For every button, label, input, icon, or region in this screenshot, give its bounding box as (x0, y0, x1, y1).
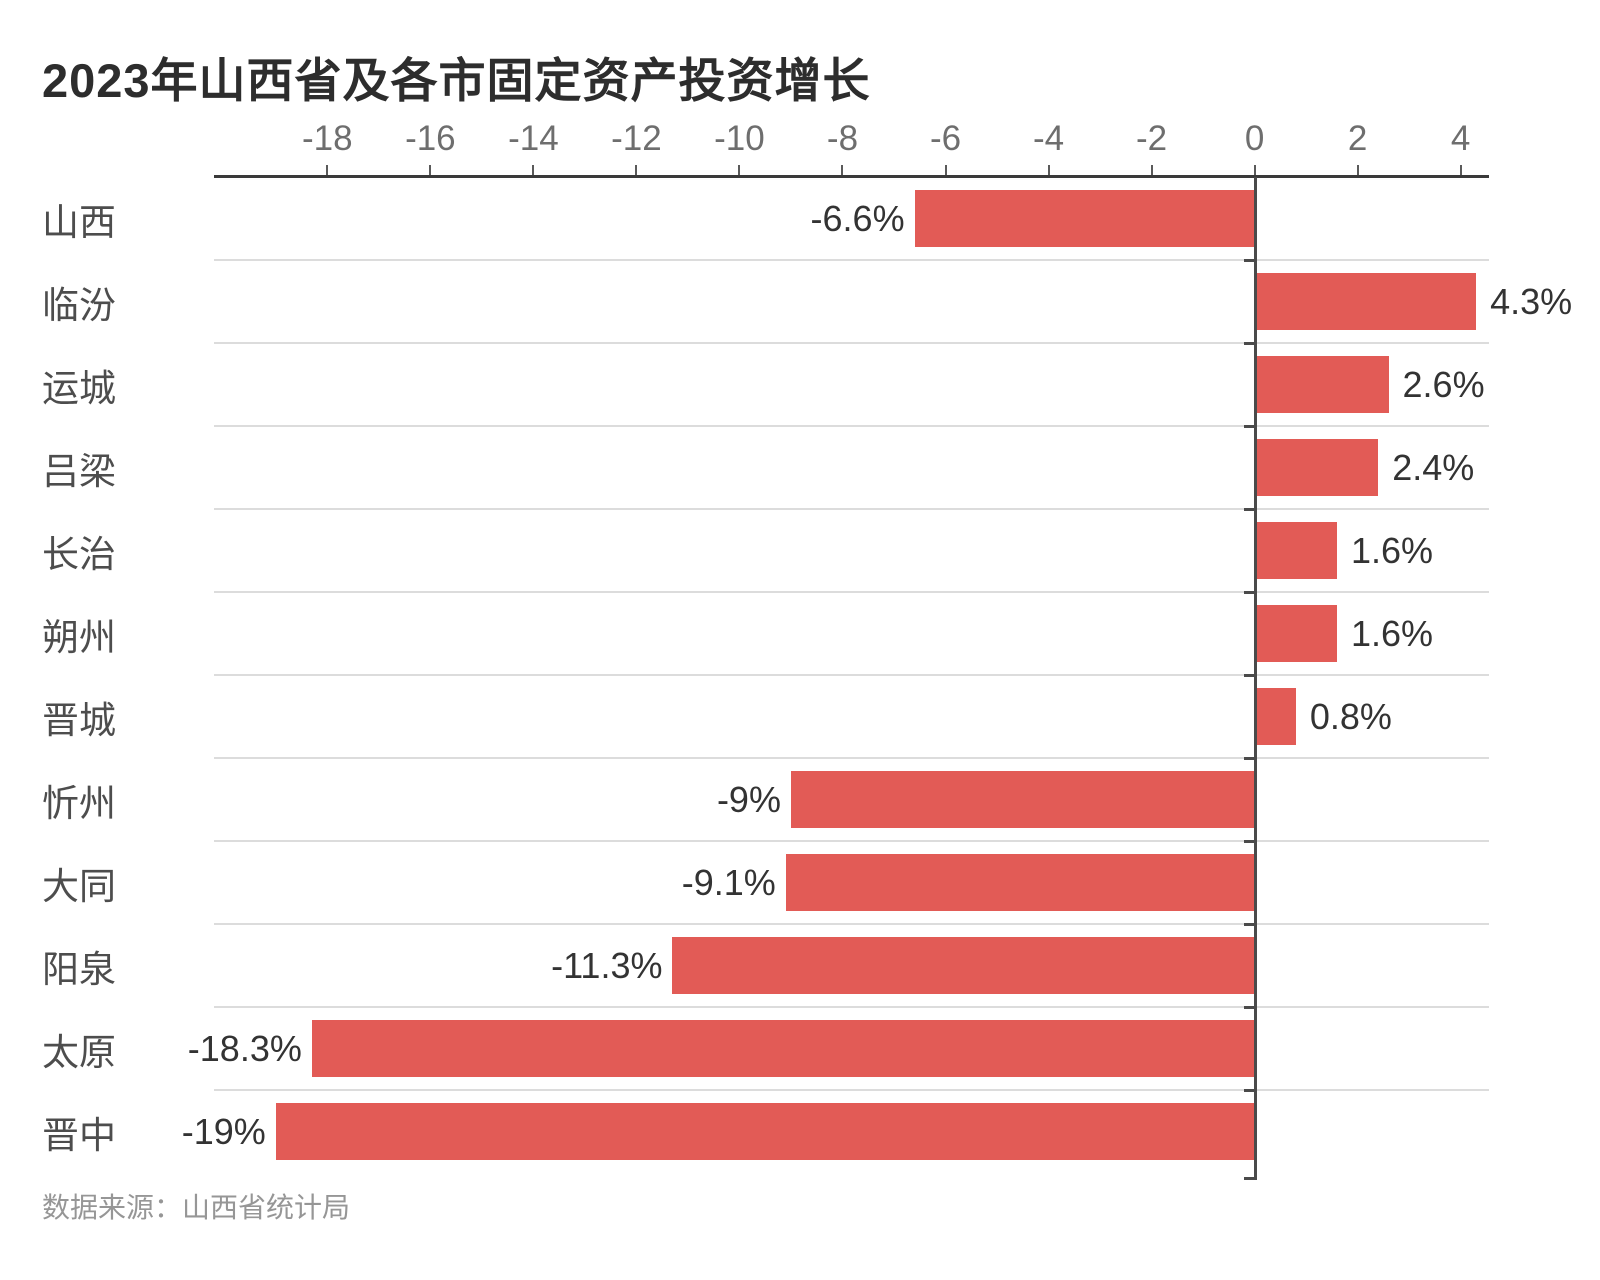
row-separator (214, 1006, 1489, 1008)
category-label: 临汾 (42, 284, 116, 326)
axis-tick-mark (944, 165, 947, 176)
bar (1254, 356, 1389, 413)
row-separator (214, 923, 1489, 925)
zero-axis-tick (1243, 1006, 1257, 1009)
value-label: -9% (716, 778, 781, 820)
bar (311, 1020, 1255, 1077)
axis-tick-mark (429, 165, 432, 176)
zero-axis-tick (1243, 840, 1257, 843)
row-separator (214, 425, 1489, 427)
value-label: -11.3% (551, 944, 663, 986)
axis-tick-mark (1356, 165, 1359, 176)
axis-tick-label: -14 (508, 119, 559, 158)
row-separator (214, 1089, 1489, 1091)
bar (1254, 522, 1338, 579)
value-label: 1.6% (1351, 529, 1434, 571)
axis-tick-label: 0 (1244, 119, 1265, 158)
value-label: -18.3% (187, 1027, 302, 1069)
bar (790, 771, 1255, 828)
bar (1254, 605, 1338, 662)
row-separator (214, 259, 1489, 261)
axis-tick-label: -6 (929, 119, 962, 158)
category-label: 朔州 (42, 616, 116, 658)
axis-tick-mark (532, 165, 535, 176)
category-label: 运城 (42, 367, 116, 409)
value-label: 0.8% (1309, 695, 1392, 737)
zero-axis-tick (1243, 508, 1257, 511)
zero-axis-tick (1243, 1089, 1257, 1092)
axis-tick-mark (1459, 165, 1462, 176)
axis-tick-label: -12 (611, 119, 662, 158)
zero-axis-tick (1243, 259, 1257, 262)
category-label: 吕梁 (42, 450, 116, 492)
category-label: 阳泉 (42, 948, 116, 990)
axis-tick-mark (1047, 165, 1050, 176)
bar (1254, 688, 1296, 745)
bar (672, 937, 1255, 994)
bar (1254, 439, 1379, 496)
axis-tick-mark (1253, 165, 1256, 176)
row-separator (214, 757, 1489, 759)
row-separator (214, 840, 1489, 842)
axis-tick-mark (635, 165, 638, 176)
axis-tick-mark (1150, 165, 1153, 176)
axis-tick-label: -8 (826, 119, 859, 158)
value-label: -6.6% (810, 197, 905, 239)
zero-axis-tick (1243, 591, 1257, 594)
chart-title: 2023年山西省及各市固定资产投资增长 (42, 54, 871, 107)
zero-axis-tick (1243, 425, 1257, 428)
category-label: 长治 (42, 533, 116, 575)
axis-tick-label: 2 (1347, 119, 1368, 158)
axis-tick-label: 4 (1450, 119, 1471, 158)
bar (275, 1103, 1255, 1160)
axis-tick-label: -16 (405, 119, 456, 158)
value-label: 1.6% (1351, 612, 1434, 654)
category-label: 山西 (42, 201, 116, 243)
category-label: 大同 (42, 865, 116, 907)
axis-tick-mark (841, 165, 844, 176)
axis-tick-label: -4 (1032, 119, 1065, 158)
row-separator (214, 342, 1489, 344)
value-label: -9.1% (681, 861, 776, 903)
axis-tick-label: -2 (1136, 119, 1168, 158)
zero-axis-tick (1243, 757, 1257, 760)
zero-axis-tick (1243, 923, 1257, 926)
bar (914, 190, 1255, 247)
value-label: -19% (181, 1110, 266, 1152)
axis-tick-label: -18 (302, 119, 353, 158)
zero-baseline (1253, 177, 1257, 1180)
axis-tick-label: -10 (714, 119, 765, 158)
zero-axis-end-tick (1243, 1177, 1257, 1180)
value-label: 2.4% (1392, 446, 1475, 488)
axis-line (214, 175, 1489, 178)
bar (785, 854, 1255, 911)
zero-axis-tick (1243, 674, 1257, 677)
category-label: 忻州 (42, 782, 116, 824)
row-separator (214, 591, 1489, 593)
row-separator (214, 674, 1489, 676)
zero-axis-tick (1243, 342, 1257, 345)
value-label: 4.3% (1490, 280, 1573, 322)
bar (1254, 273, 1477, 330)
category-label: 太原 (42, 1031, 116, 1073)
category-label: 晋城 (42, 699, 116, 741)
axis-tick-mark (326, 165, 329, 176)
category-label: 晋中 (42, 1114, 116, 1156)
row-separator (214, 508, 1489, 510)
axis-tick-mark (738, 165, 741, 176)
data-source-note: 数据来源：山西省统计局 (42, 1192, 351, 1223)
value-label: 2.6% (1402, 363, 1485, 405)
